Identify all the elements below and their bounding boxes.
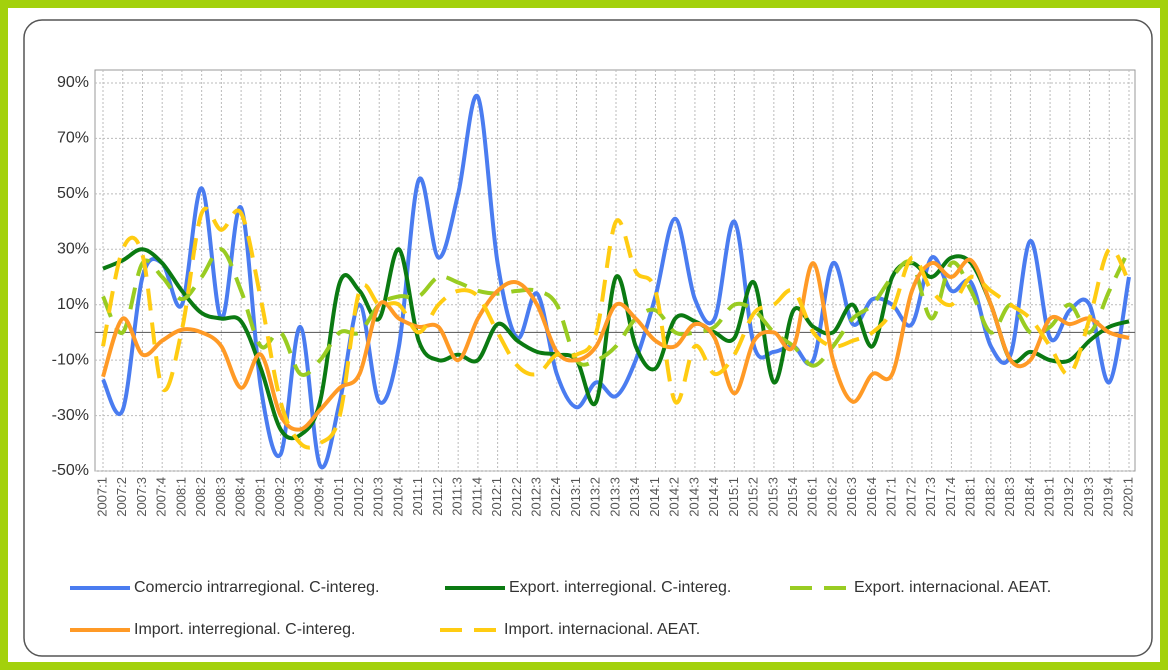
- x-tick-label: 2017:1: [884, 477, 899, 517]
- y-tick-label: 10%: [57, 296, 89, 313]
- x-tick-label: 2013:3: [607, 477, 622, 517]
- x-tick-label: 2008:1: [173, 477, 188, 517]
- x-tick-label: 2010:4: [390, 477, 405, 517]
- x-tick-label: 2015:1: [726, 477, 741, 517]
- x-tick-label: 2012:1: [489, 477, 504, 517]
- x-tick-label: 2007:1: [94, 477, 109, 517]
- x-tick-label: 2012:4: [548, 477, 563, 517]
- x-tick-label: 2014:4: [706, 477, 721, 517]
- x-tick-label: 2011:2: [430, 477, 445, 516]
- x-tick-label: 2013:4: [627, 477, 642, 517]
- series-line: [101, 257, 1130, 432]
- x-tick-label: 2009:3: [292, 477, 307, 517]
- x-tick-label: 2011:4: [469, 477, 484, 516]
- x-tick-label: 2007:3: [134, 477, 149, 517]
- x-tick-label: 2017:3: [923, 477, 938, 517]
- x-tick-label: 2018:1: [963, 477, 978, 517]
- x-tick-label: 2007:2: [114, 477, 129, 517]
- x-tick-label: 2011:1: [410, 477, 425, 516]
- x-tick-label: 2009:2: [272, 477, 287, 517]
- x-tick-label: 2016:2: [824, 477, 839, 517]
- x-tick-label: 2012:3: [529, 477, 544, 517]
- y-tick-label: 30%: [57, 241, 89, 258]
- x-tick-label: 2019:1: [1042, 477, 1057, 517]
- x-tick-label: 2007:4: [154, 477, 169, 517]
- x-tick-label: 2014:3: [686, 477, 701, 517]
- legend-label: Import. interregional. C-intereg.: [134, 621, 355, 638]
- legend-label: Import. internacional. AEAT.: [504, 621, 700, 638]
- x-tick-label: 2019:2: [1061, 477, 1076, 517]
- x-tick-label: 2015:4: [785, 477, 800, 517]
- x-tick-label: 2013:2: [588, 477, 603, 517]
- x-tick-label: 2008:4: [233, 477, 248, 517]
- x-tick-label: 2009:1: [252, 477, 267, 517]
- legend-label: Comercio intrarregional. C-intereg.: [134, 579, 379, 596]
- x-tick-label: 2010:1: [331, 477, 346, 517]
- x-tick-label: 2020:1: [1120, 477, 1135, 517]
- x-tick-label: 2015:3: [765, 477, 780, 517]
- x-tick-label: 2008:2: [193, 477, 208, 517]
- series-line: [102, 247, 1130, 441]
- x-tick-label: 2016:4: [864, 477, 879, 517]
- x-tick-label: 2016:1: [805, 477, 820, 517]
- x-tick-label: 2018:2: [982, 477, 997, 517]
- series-line: [101, 247, 1131, 378]
- y-tick-label: 50%: [57, 185, 89, 202]
- x-tick-label: 2016:3: [844, 477, 859, 517]
- x-tick-label: 2013:1: [568, 477, 583, 517]
- x-tick-label: 2018:4: [1022, 477, 1037, 517]
- x-tick-label: 2017:2: [903, 477, 918, 517]
- y-tick-label: -50%: [52, 462, 89, 479]
- x-tick-label: 2012:2: [509, 477, 524, 517]
- y-tick-label: 70%: [57, 130, 89, 147]
- y-tick-label: -30%: [52, 407, 89, 424]
- legend-label: Export. interregional. C-intereg.: [509, 579, 731, 596]
- x-tick-label: 2010:2: [351, 477, 366, 517]
- x-tick-label: 2015:2: [746, 477, 761, 517]
- x-tick-label: 2018:3: [1002, 477, 1017, 517]
- y-tick-label: -10%: [52, 351, 89, 368]
- legend-label: Export. internacional. AEAT.: [854, 579, 1051, 596]
- x-tick-label: 2014:1: [647, 477, 662, 517]
- x-tick-label: 2019:4: [1101, 477, 1116, 517]
- series-line: [101, 206, 1131, 450]
- x-tick-label: 2008:3: [213, 477, 228, 517]
- x-tick-label: 2011:3: [450, 477, 465, 516]
- y-tick-label: 90%: [57, 74, 89, 91]
- x-tick-label: 2019:3: [1081, 477, 1096, 517]
- x-tick-label: 2009:4: [311, 477, 326, 517]
- series-line: [101, 93, 1131, 470]
- x-tick-label: 2014:2: [667, 477, 682, 517]
- x-tick-label: 2017:4: [943, 477, 958, 517]
- x-tick-label: 2010:3: [371, 477, 386, 517]
